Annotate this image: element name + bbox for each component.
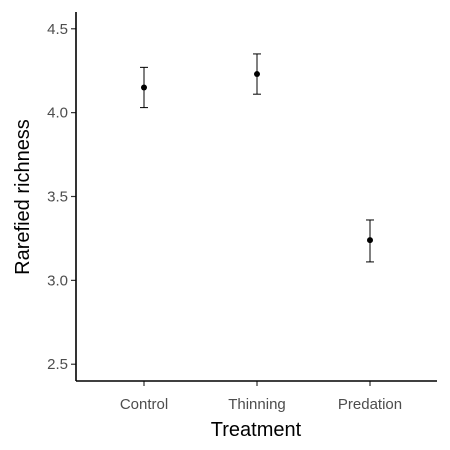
data-point-predation: [367, 237, 373, 244]
data-point-control: [141, 84, 147, 91]
y-tick-label: 4.0: [47, 105, 68, 122]
y-axis-title: Rarefied richness: [12, 119, 34, 275]
x-tick-label-control: Control: [120, 396, 168, 413]
x-axis-ticks: Control Thinning Predation: [120, 381, 402, 413]
y-axis-ticks: 2.5 3.0 3.5 4.0 4.5: [47, 21, 76, 373]
x-tick-label-predation: Predation: [338, 396, 402, 413]
x-axis-title: Treatment: [211, 419, 302, 441]
x-tick-label-thinning: Thinning: [228, 396, 286, 413]
data-point-thinning: [254, 71, 260, 78]
y-tick-label: 4.5: [47, 21, 68, 38]
data-marks: [140, 53, 374, 263]
y-tick-label: 3.5: [47, 189, 68, 206]
y-tick-label: 2.5: [47, 356, 68, 373]
y-tick-label: 3.0: [47, 272, 68, 289]
